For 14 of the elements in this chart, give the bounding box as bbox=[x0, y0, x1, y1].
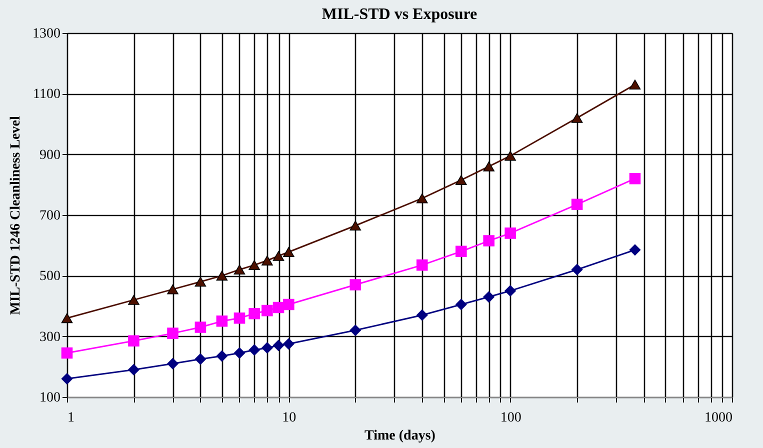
y-tick-label: 900 bbox=[40, 148, 60, 163]
chart-title: MIL-STD vs Exposure bbox=[322, 6, 478, 23]
y-tick-label: 700 bbox=[40, 208, 60, 224]
y-tick-label: 500 bbox=[40, 269, 60, 284]
y-tick-label: 100 bbox=[40, 390, 60, 406]
x-axis-title: Time (days) bbox=[364, 428, 436, 444]
x-tick-label: 100 bbox=[500, 410, 522, 426]
y-tick-label: 1300 bbox=[32, 26, 60, 42]
y-tick-label: 300 bbox=[40, 330, 60, 345]
y-tick-label: 1100 bbox=[33, 87, 60, 102]
x-tick-label: 1 bbox=[68, 410, 74, 426]
x-tick-label: 10 bbox=[282, 410, 296, 426]
y-axis-title: MIL-STD 1246 Cleanliness Level bbox=[8, 116, 24, 315]
x-tick-label: 1000 bbox=[704, 410, 732, 426]
